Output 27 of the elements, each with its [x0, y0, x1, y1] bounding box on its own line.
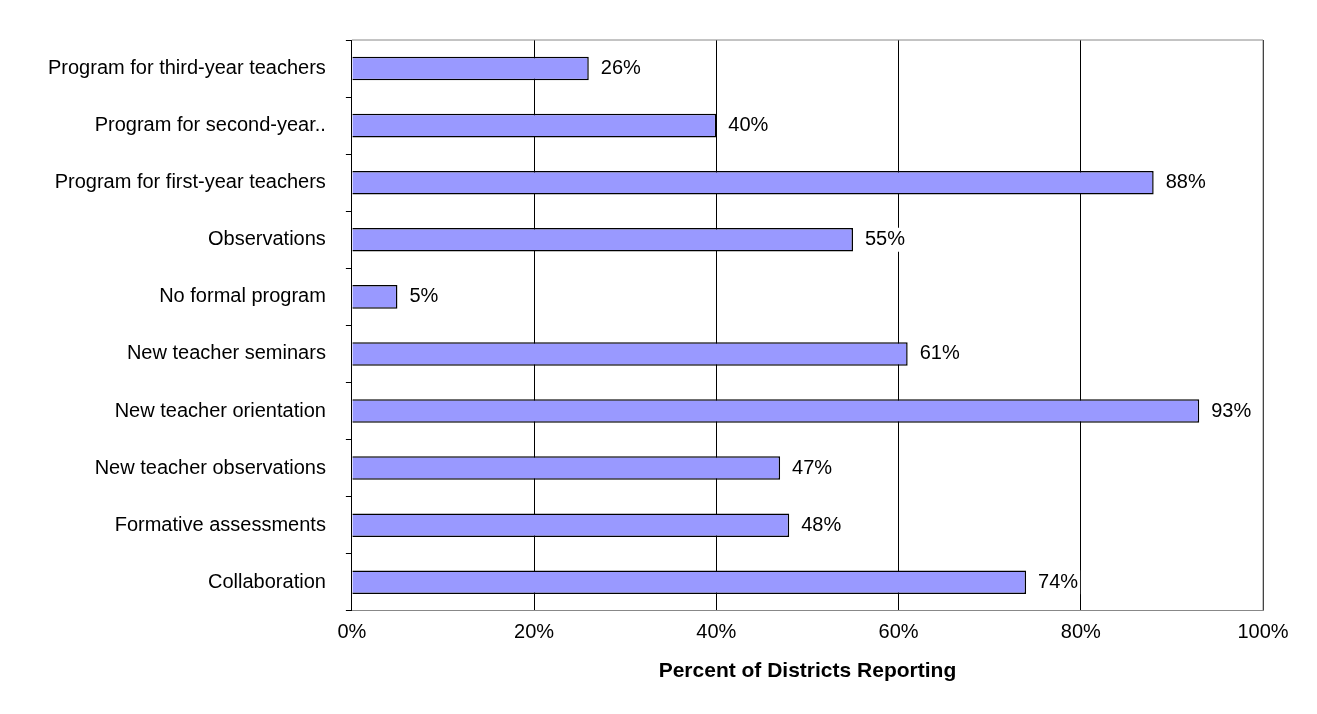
data-label: 48%: [801, 512, 842, 535]
x-tick-label: 0%: [337, 620, 367, 643]
x-tick-label: 40%: [696, 620, 737, 643]
y-tick-label: Collaboration: [208, 569, 326, 592]
y-tick-label: Program for third-year teachers: [47, 56, 326, 79]
y-tick-label: New teacher orientation: [114, 398, 326, 421]
y-tick-label: No formal program: [159, 284, 326, 307]
data-label: 26%: [600, 56, 642, 79]
data-label: 88%: [1165, 170, 1206, 193]
y-tick-label: Program for second-year..: [94, 113, 326, 136]
data-label: 55%: [865, 227, 906, 250]
data-label: 93%: [1211, 398, 1252, 421]
data-label: 47%: [792, 455, 833, 478]
y-tick-label: New teacher seminars: [126, 341, 326, 364]
x-tick-label: 100%: [1237, 620, 1289, 643]
data-label: 74%: [1038, 569, 1079, 592]
y-tick-label: New teacher observations: [94, 455, 326, 478]
x-axis-title: Percent of Districts Reporting: [658, 658, 957, 682]
y-tick-label: Observations: [208, 227, 326, 250]
x-tick-label: 60%: [878, 620, 919, 643]
data-label: 40%: [728, 113, 769, 136]
x-tick-label: 80%: [1060, 620, 1102, 643]
data-label: 5%: [409, 284, 439, 307]
y-tick-label: Program for first-year teachers: [54, 170, 326, 193]
y-tick-label: Formative assessments: [114, 512, 326, 535]
data-label: 61%: [919, 341, 960, 364]
x-tick-label: 20%: [514, 620, 555, 643]
